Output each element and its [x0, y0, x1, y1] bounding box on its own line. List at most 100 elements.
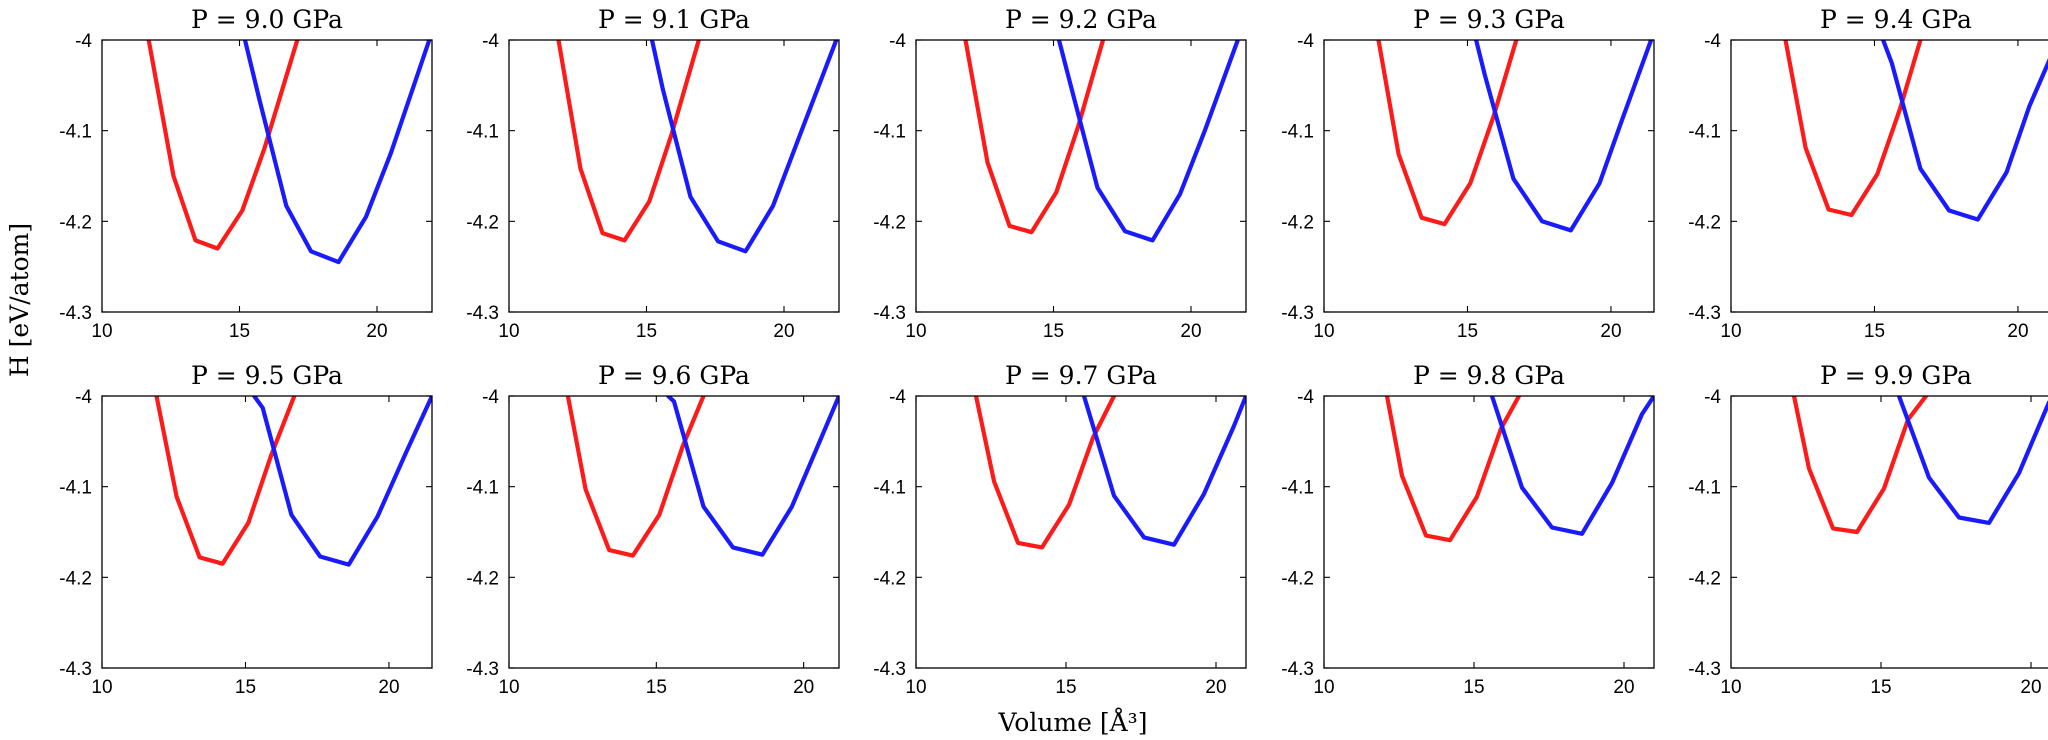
x-tick-label: 15 [1457, 321, 1478, 342]
axes-frame [915, 39, 1247, 313]
x-tick-label: 10 [498, 677, 519, 698]
y-tick-label: -4.3 [1281, 659, 1314, 680]
chart-panel: P = 9.5 GPa 10 15 20 -4 -4.1 -4.2 -4.3 [59, 361, 433, 698]
series-line [1880, 40, 2048, 222]
x-tick-label: 10 [1313, 321, 1334, 342]
chart-panel: P = 9.0 GPa 10 15 20 -4 -4.1 -4.2 -4.3 [59, 5, 433, 342]
y-tick-label: -4.3 [59, 303, 92, 324]
x-tick-label: 15 [229, 321, 250, 342]
x-axis-title: Volume [Å³] [998, 707, 1148, 737]
series-line [665, 396, 839, 557]
y-tick-label: -4 [1704, 387, 1721, 408]
axes-frame [915, 395, 1247, 669]
series-line [556, 40, 701, 243]
chart-panel: P = 9.3 GPa 10 15 20 -4 -4.1 -4.2 -4.3 [1281, 5, 1655, 342]
series-group [565, 396, 839, 558]
y-tick-label: -4.2 [1688, 568, 1721, 589]
panel-title: P = 9.7 GPa [1005, 361, 1157, 390]
axes-frame [1730, 395, 2048, 669]
chart-panel: P = 9.6 GPa 10 15 20 -4 -4.1 -4.2 -4.3 [466, 361, 840, 698]
series-line [252, 396, 432, 567]
x-tick-label: 10 [1720, 321, 1741, 342]
y-tick-label: -4.1 [59, 478, 92, 499]
y-axis-title: H [eV/atom] [5, 223, 34, 377]
y-tick-label: -4 [1297, 387, 1314, 408]
y-tick-label: -4 [75, 31, 92, 52]
series-line [1056, 40, 1240, 243]
x-tick-label: 15 [1864, 321, 1885, 342]
series-group [1783, 40, 2048, 222]
series-line [963, 40, 1106, 235]
series-group [963, 40, 1240, 243]
chart-panel: P = 9.2 GPa 10 15 20 -4 -4.1 -4.2 -4.3 [873, 5, 1247, 342]
series-line [146, 40, 300, 251]
series-line [1473, 40, 1654, 233]
panel-title: P = 9.3 GPa [1413, 5, 1565, 34]
series-group [556, 40, 839, 254]
y-tick-label: -4.3 [873, 659, 906, 680]
y-tick-label: -4.3 [1688, 303, 1721, 324]
y-tick-label: -4 [1297, 31, 1314, 52]
y-tick-label: -4.1 [466, 478, 499, 499]
x-tick-label: 15 [1463, 677, 1484, 698]
x-tick-label: 10 [905, 677, 926, 698]
series-line [649, 40, 839, 254]
y-tick-label: -4.3 [466, 659, 499, 680]
axes-frame [1730, 39, 2048, 313]
x-tick-label: 20 [1613, 677, 1634, 698]
y-tick-label: -4.3 [59, 659, 92, 680]
x-tick-label: 15 [1870, 677, 1891, 698]
x-tick-label: 20 [2020, 677, 2041, 698]
chart-panel: P = 9.4 GPa 10 15 20 -4 -4.1 -4.2 -4.3 [1688, 5, 2048, 342]
series-line [1896, 396, 2048, 526]
panel-title: P = 9.4 GPa [1820, 5, 1972, 34]
x-tick-label: 15 [1055, 677, 1076, 698]
series-group [1791, 396, 2048, 535]
x-tick-label: 10 [91, 677, 112, 698]
y-tick-label: -4.2 [873, 212, 906, 233]
series-group [1376, 40, 1654, 233]
panel-title: P = 9.0 GPa [191, 5, 343, 34]
y-tick-label: -4 [889, 387, 906, 408]
axes-frame [508, 39, 840, 313]
y-tick-label: -4.1 [1281, 478, 1314, 499]
chart-panel: P = 9.1 GPa 10 15 20 -4 -4.1 -4.2 -4.3 [466, 5, 840, 342]
panel-title: P = 9.1 GPa [598, 5, 750, 34]
x-tick-label: 15 [235, 677, 256, 698]
x-tick-label: 20 [773, 321, 794, 342]
y-tick-label: -4.1 [873, 478, 906, 499]
series-line [1376, 40, 1519, 227]
x-tick-label: 10 [91, 321, 112, 342]
y-tick-label: -4 [889, 31, 906, 52]
y-tick-label: -4.1 [1688, 478, 1721, 499]
chart-panel: P = 9.7 GPa 10 15 20 -4 -4.1 -4.2 -4.3 [873, 361, 1247, 698]
y-tick-label: -4 [482, 31, 499, 52]
y-tick-label: -4.2 [59, 568, 92, 589]
x-tick-label: 20 [1180, 321, 1201, 342]
series-group [1384, 396, 1654, 543]
x-tick-label: 15 [1043, 321, 1064, 342]
chart-panel: P = 9.8 GPa 10 15 20 -4 -4.1 -4.2 -4.3 [1281, 361, 1655, 698]
axes-frame [101, 395, 433, 669]
axes-frame [1323, 39, 1655, 313]
y-tick-label: -4.1 [873, 122, 906, 143]
y-tick-label: -4.3 [1281, 303, 1314, 324]
y-tick-label: -4.1 [1281, 122, 1314, 143]
series-line [1081, 396, 1246, 547]
y-tick-label: -4.1 [59, 122, 92, 143]
y-tick-label: -4.2 [1281, 212, 1314, 233]
chart-panel: P = 9.9 GPa 10 15 20 -4 -4.1 -4.2 -4.3 [1688, 361, 2048, 698]
chart-panels: P = 9.0 GPa 10 15 20 -4 -4.1 -4.2 -4.3 P = 9.1 G… [59, 5, 2048, 698]
y-tick-label: -4.2 [873, 568, 906, 589]
series-line [242, 40, 432, 265]
axes-frame [101, 39, 433, 313]
x-tick-label: 15 [636, 321, 657, 342]
x-tick-label: 10 [1720, 677, 1741, 698]
x-tick-label: 20 [1205, 677, 1226, 698]
x-tick-label: 15 [646, 677, 667, 698]
series-line [973, 396, 1117, 550]
y-tick-label: -4.2 [466, 568, 499, 589]
y-tick-label: -4.3 [873, 303, 906, 324]
x-tick-label: 10 [498, 321, 519, 342]
